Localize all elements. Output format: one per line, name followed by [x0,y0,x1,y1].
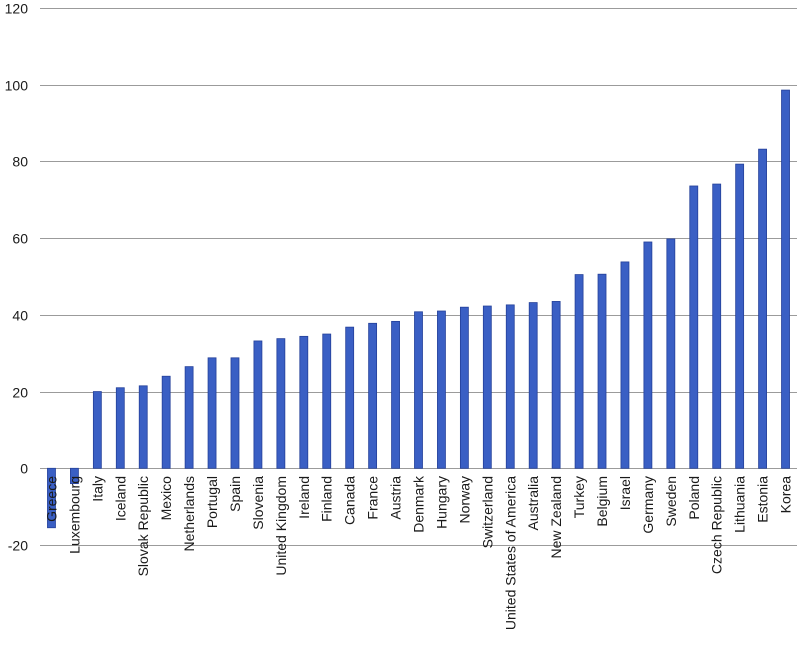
bar-denmark [414,311,423,469]
category-label-france: France [365,476,381,520]
bar-czech-republic [712,183,722,469]
bar-norway [459,306,469,469]
category-label-switzerland: Switzerland [479,476,495,548]
bar-mexico [161,375,171,469]
category-label-belgium: Belgium [594,476,610,527]
category-label-canada: Canada [342,476,358,525]
bar-united-states-of-america [505,304,515,469]
bar-france [368,322,378,469]
category-label-korea: Korea [778,476,794,514]
bar-new-zealand [551,301,561,469]
y-tick-label-0: -20 [8,538,28,554]
category-label-sweden: Sweden [663,476,679,527]
category-label-estonia: Estonia [755,476,771,523]
bar-turkey [574,274,584,469]
category-label-finland: Finland [319,476,335,522]
category-label-ireland: Ireland [296,476,312,519]
category-label-australia: Australia [525,476,541,531]
bar-hungary [437,310,446,469]
category-label-poland: Poland [686,476,702,520]
category-label-mexico: Mexico [158,476,174,521]
category-label-lithuania: Lithuania [732,476,748,533]
bar-netherlands [184,366,194,469]
bar-slovak-republic [138,385,148,469]
bar-united-kingdom [276,338,286,469]
category-label-hungary: Hungary [433,476,449,529]
bar-finland [322,333,332,469]
bar-canada [345,326,355,469]
category-label-slovenia: Slovenia [250,476,266,530]
category-label-denmark: Denmark [411,475,427,533]
category-label-turkey: Turkey [571,476,587,518]
bar-spain [230,357,240,469]
category-label-iceland: Iceland [112,476,128,521]
bars [47,89,790,529]
y-tick-label-7: 120 [5,1,29,17]
bar-greece [47,467,56,529]
category-label-luxembourg: Luxembourg [66,476,82,554]
bar-belgium [597,273,607,469]
y-tick-label-4: 60 [12,231,28,247]
category-label-israel: Israel [617,476,633,510]
bar-israel [620,261,630,469]
category-label-united-kingdom: United Kingdom [273,476,289,576]
y-tick-label-1: 0 [20,461,28,477]
category-label-czech-republic: Czech Republic [709,476,725,574]
y-tick-label-5: 80 [12,154,28,170]
category-label-germany: Germany [640,476,656,534]
category-label-slovak-republic: Slovak Republic [135,476,151,576]
y-tick-label-6: 100 [5,78,29,94]
bar-germany [643,241,653,469]
bar-iceland [115,387,125,469]
category-labels: Greece Luxembourg Italy Iceland Slovak Repub… [43,475,793,630]
category-label-portugal: Portugal [204,476,220,528]
category-label-austria: Austria [388,476,404,520]
bar-switzerland [482,305,492,469]
bar-italy [92,391,102,469]
category-label-netherlands: Netherlands [181,476,197,552]
y-tick-label-3: 40 [12,308,28,324]
bar-lithuania [735,163,745,469]
category-label-italy: Italy [89,476,105,502]
bar-korea [781,89,790,469]
category-label-spain: Spain [227,476,243,512]
bar-portugal [207,357,217,469]
bar-poland [689,185,699,469]
category-label-norway: Norway [456,476,472,523]
bar-austria [391,320,400,469]
category-label-united-states-of-america: United States of America [502,476,518,630]
y-tick-label-2: 20 [12,385,28,401]
bar-estonia [758,148,767,469]
bar-ireland [299,335,309,469]
bar-australia [528,302,538,469]
y-axis-tick-labels: -20 0 20 40 60 80 100 120 [5,1,29,554]
bar-slovenia [253,340,263,469]
bar-luxembourg [70,467,79,485]
bar-sweden [666,238,676,469]
category-label-new-zealand: New Zealand [548,476,564,559]
category-label-greece: Greece [43,476,59,522]
